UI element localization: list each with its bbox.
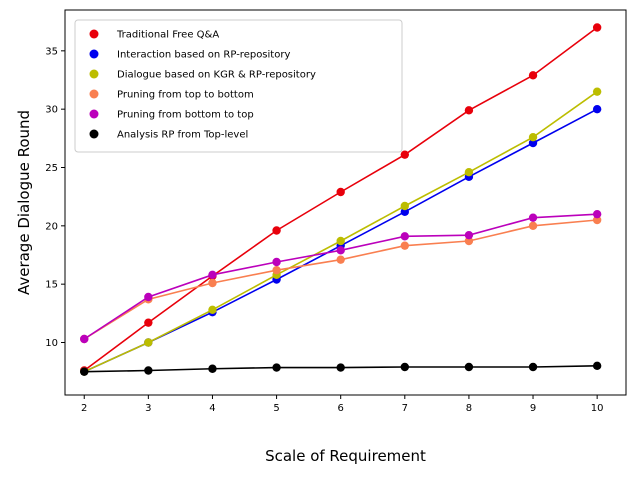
data-point — [528, 362, 538, 372]
data-point — [336, 236, 345, 246]
y-tick-label: 15 — [45, 280, 58, 291]
legend-label: Interaction based on RP-repository — [117, 50, 290, 61]
legend-entry: Pruning from top to bottom — [89, 89, 254, 101]
data-point — [464, 362, 474, 372]
data-point — [336, 255, 345, 264]
data-point — [592, 23, 602, 32]
data-point — [400, 207, 410, 217]
data-point — [400, 362, 410, 372]
y-tick-label: 30 — [45, 105, 58, 116]
legend-marker — [89, 29, 99, 39]
data-point — [272, 265, 281, 275]
legend-label: Dialogue based on KGR & RP-repository — [117, 70, 316, 81]
y-tick-label: 10 — [45, 338, 58, 349]
legend-label: Analysis RP from Top-level — [117, 130, 248, 141]
data-point — [272, 226, 281, 235]
data-point — [80, 367, 89, 376]
data-point — [464, 106, 474, 115]
data-point — [336, 246, 345, 255]
x-tick-label: 6 — [338, 403, 344, 414]
data-point — [336, 363, 345, 372]
legend-entry: Pruning from bottom to top — [89, 109, 254, 121]
data-point — [144, 292, 153, 302]
legend-entry: Dialogue based on KGR & RP-repository — [89, 69, 316, 81]
data-point — [336, 187, 345, 197]
data-point — [400, 232, 410, 241]
data-point — [144, 318, 153, 327]
data-point — [528, 213, 538, 222]
data-point — [208, 278, 217, 288]
data-point — [208, 364, 217, 373]
data-point — [528, 138, 538, 148]
x-tick-label: 4 — [209, 403, 215, 414]
legend-marker — [89, 89, 99, 99]
data-point — [208, 305, 217, 315]
series-4 — [80, 215, 602, 344]
x-tick-label: 2 — [81, 403, 87, 414]
x-tick-label: 5 — [273, 403, 279, 414]
data-point — [272, 363, 281, 372]
data-point — [400, 201, 410, 211]
legend-entry: Interaction based on RP-repository — [89, 49, 290, 61]
data-point — [80, 334, 89, 344]
y-tick-label: 35 — [45, 46, 58, 57]
data-point — [144, 366, 153, 375]
data-point — [592, 361, 602, 371]
x-tick-label: 3 — [145, 403, 151, 414]
y-tick-label: 20 — [45, 221, 58, 232]
series-layer — [80, 23, 602, 376]
legend-label: Pruning from top to bottom — [117, 90, 254, 101]
data-point — [592, 215, 602, 225]
data-point — [528, 132, 538, 142]
legend-entry: Traditional Free Q&A — [89, 29, 219, 41]
data-point — [592, 209, 602, 219]
plot-frame — [64, 9, 627, 396]
data-point — [144, 338, 153, 347]
data-point — [272, 257, 281, 267]
legend-entry: Analysis RP from Top-level — [89, 129, 248, 141]
data-point — [528, 221, 538, 231]
legend-frame — [74, 19, 403, 153]
series-6 — [80, 361, 602, 376]
legend-label: Pruning from bottom to top — [117, 110, 254, 121]
series-3 — [80, 87, 602, 376]
x-tick-label: 9 — [530, 403, 536, 414]
x-tick-label: 10 — [591, 403, 604, 414]
legend-label: Traditional Free Q&A — [116, 30, 219, 41]
legend-marker — [89, 49, 99, 59]
y-axis-title: Average Dialogue Round — [15, 110, 33, 295]
data-point — [528, 71, 538, 80]
legend-marker — [89, 109, 99, 119]
x-tick-label: 8 — [466, 403, 472, 414]
y-axis: 10 15 20 25 30 35 — [45, 46, 65, 349]
legend-marker — [89, 129, 99, 139]
data-point — [464, 167, 474, 177]
x-tick-label: 7 — [402, 403, 408, 414]
data-point — [400, 150, 410, 159]
legend-marker — [89, 69, 99, 79]
data-point — [592, 87, 602, 96]
data-point — [400, 241, 410, 250]
y-tick-label: 25 — [45, 163, 58, 174]
data-point — [464, 236, 474, 246]
series-5 — [80, 209, 602, 344]
data-point — [464, 230, 474, 240]
x-axis-title: Scale of Requirement — [265, 447, 426, 465]
legend: Traditional Free Q&A Interaction based on… — [74, 19, 403, 153]
data-point — [208, 270, 217, 280]
x-axis: 2 3 4 5 6 7 8 9 10 — [81, 395, 604, 414]
data-point — [592, 104, 602, 114]
